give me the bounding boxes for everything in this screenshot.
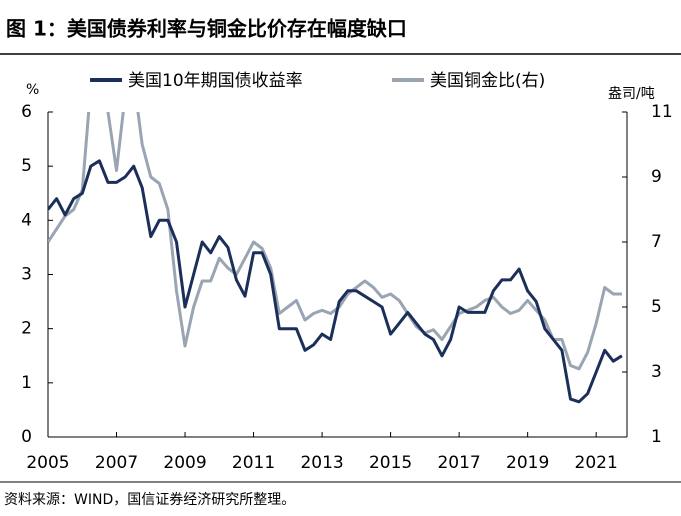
chart-title: 图 1：美国债券利率与铜金比价存在幅度缺口 xyxy=(6,17,407,41)
y-tick-label: 2 xyxy=(21,319,32,339)
y-tick-label: 0 xyxy=(21,427,32,447)
series-line xyxy=(48,112,622,371)
x-tick-label: 2009 xyxy=(163,453,206,473)
legend-label: 美国10年期国债收益率 xyxy=(128,71,303,91)
y-unit: % xyxy=(26,82,39,98)
x-tick-label: 2013 xyxy=(300,453,343,473)
plot-area xyxy=(48,112,623,404)
x-tick-label: 2005 xyxy=(26,453,69,473)
x-tick-label: 2011 xyxy=(232,453,275,473)
y2-unit: 盎司/吨 xyxy=(608,86,655,102)
y2-tick-label: 5 xyxy=(651,297,662,317)
y-tick-label: 1 xyxy=(21,373,32,393)
source: 资料来源：WIND，国信证券经济研究所整理。 xyxy=(4,492,295,508)
x-tick-label: 2015 xyxy=(369,453,412,473)
y2-tick-label: 7 xyxy=(651,232,662,252)
y2-tick-label: 3 xyxy=(651,362,662,382)
y-tick-label: 4 xyxy=(21,210,32,230)
legend-label: 美国铜金比(右) xyxy=(430,71,545,91)
y-tick-label: 3 xyxy=(21,265,32,285)
y2-tick-label: 1 xyxy=(651,427,662,447)
y2-tick-label: 11 xyxy=(651,102,673,122)
x-tick-label: 2019 xyxy=(506,453,549,473)
y2-tick-label: 9 xyxy=(651,167,662,187)
series-line xyxy=(48,159,623,404)
x-tick-label: 2017 xyxy=(437,453,480,473)
x-tick-label: 2007 xyxy=(95,453,138,473)
x-tick-label: 2021 xyxy=(575,453,618,473)
y-tick-label: 5 xyxy=(21,156,32,176)
y-tick-label: 6 xyxy=(21,102,32,122)
